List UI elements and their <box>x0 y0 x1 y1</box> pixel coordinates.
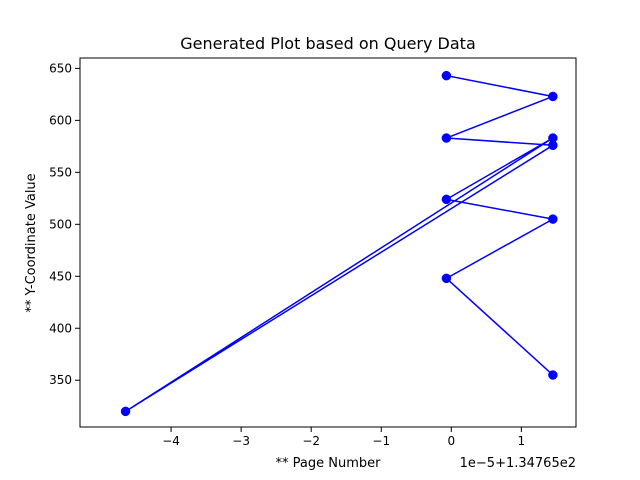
x-tick-label: 1 <box>518 434 526 448</box>
y-tick-label: 400 <box>49 321 72 335</box>
data-point <box>441 133 452 143</box>
data-point <box>548 214 558 224</box>
data-point <box>441 273 452 284</box>
x-tick-label: −4 <box>162 434 180 448</box>
x-axis-label: ** Page Number <box>276 456 382 471</box>
y-axis: 350 400 450 500 550 600 650 <box>49 61 80 387</box>
x-tick-label: 0 <box>447 434 455 448</box>
x-axis-offset-label: 1e−5+1.34765e2 <box>460 456 576 471</box>
data-point <box>120 406 131 417</box>
y-tick-label: 500 <box>49 217 72 231</box>
y-axis-label: ** Y-Coordinate Value <box>24 173 39 312</box>
x-axis: −4 −3 −2 −1 0 1 <box>162 427 525 448</box>
y-tick-label: 650 <box>49 61 72 75</box>
y-tick-label: 550 <box>49 165 72 179</box>
plot-area <box>79 57 577 428</box>
data-point <box>548 91 558 102</box>
y-tick-label: 350 <box>49 373 72 387</box>
data-point <box>441 70 452 81</box>
plot-background <box>80 58 576 427</box>
y-tick-label: 450 <box>49 269 72 283</box>
x-tick-label: −2 <box>302 434 320 448</box>
x-tick-label: −3 <box>232 434 250 448</box>
x-tick-label: −1 <box>372 434 390 448</box>
data-point <box>548 370 558 380</box>
series-line <box>124 74 554 413</box>
y-tick-label: 600 <box>49 113 72 127</box>
chart-title: Generated Plot based on Query Data <box>180 34 476 53</box>
series-layer <box>120 70 558 417</box>
data-point <box>548 133 558 143</box>
plot-frame <box>79 57 577 428</box>
data-point <box>441 194 452 205</box>
